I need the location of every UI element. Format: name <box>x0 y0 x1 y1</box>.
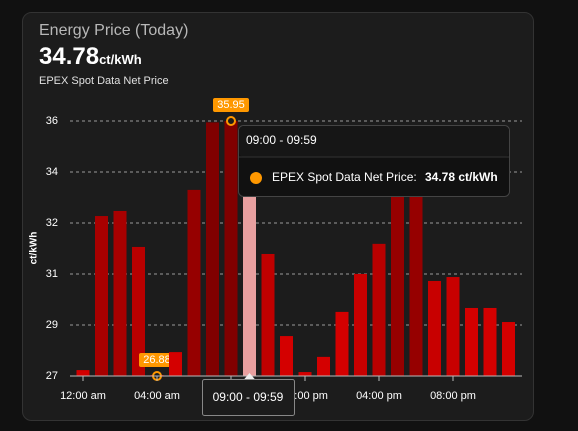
y-tick-label: 31 <box>46 268 58 280</box>
x-tooltip-box <box>202 379 295 416</box>
bar <box>261 253 275 376</box>
bar <box>483 307 497 376</box>
tooltip-value: 34.78 ct/kWh <box>425 170 498 184</box>
value-label-box <box>139 353 175 367</box>
x-tooltip-label: 09:00 - 09:59 <box>213 390 284 404</box>
bar <box>169 352 182 376</box>
value-label-box <box>213 98 249 112</box>
value-marker <box>226 116 236 126</box>
card-title: Energy Price (Today) <box>39 22 188 39</box>
bar <box>428 280 441 376</box>
y-tick-label: 36 <box>46 115 58 127</box>
y-tick-label: 29 <box>46 319 58 331</box>
header: 34.78ct/kWh <box>39 43 142 70</box>
x-tick-label: 08:00 pm <box>430 390 476 402</box>
y-axis-label: ct/kWh <box>29 232 40 265</box>
bar <box>446 277 460 376</box>
card <box>22 12 534 421</box>
bar <box>132 246 145 376</box>
bar <box>409 189 423 376</box>
bar <box>298 372 312 376</box>
tooltip-dot <box>250 172 262 184</box>
subtitle: EPEX Spot Data Net Price <box>39 75 169 87</box>
bar <box>502 322 515 376</box>
header-unit: ct/kWh <box>99 52 142 67</box>
x-tick-label: 04:00 pm <box>356 390 402 402</box>
y-tick-label: 32 <box>46 217 58 229</box>
bar <box>372 243 386 376</box>
bar <box>76 370 90 376</box>
bar <box>224 121 238 376</box>
bar <box>391 180 404 376</box>
bar <box>206 122 219 376</box>
y-tick-label: 34 <box>46 166 58 178</box>
overlay: 09:00 - 09:59 EPEX Spot Data Net Price: 34… <box>202 125 510 416</box>
x-tick-label: 12:00 am <box>60 390 106 402</box>
x-tick-label: 04:00 am <box>134 390 180 402</box>
bar <box>187 189 201 376</box>
tooltip-title: 09:00 - 09:59 <box>246 133 317 147</box>
bar <box>354 273 367 376</box>
bar <box>243 153 256 376</box>
bar <box>280 336 293 376</box>
value-label: 35.95 <box>217 99 245 111</box>
header-value: 34.78 <box>39 43 99 70</box>
tooltip-series: EPEX Spot Data Net Price: <box>272 170 417 184</box>
x-tooltip-arrow <box>243 373 256 380</box>
bar <box>335 311 349 376</box>
bar <box>465 307 478 376</box>
bar <box>113 210 127 376</box>
tooltip-header <box>239 126 509 157</box>
value-label: 26.88 <box>143 354 171 366</box>
bar <box>317 356 330 376</box>
bar <box>95 216 108 376</box>
y-tick-label: 27 <box>46 370 58 382</box>
